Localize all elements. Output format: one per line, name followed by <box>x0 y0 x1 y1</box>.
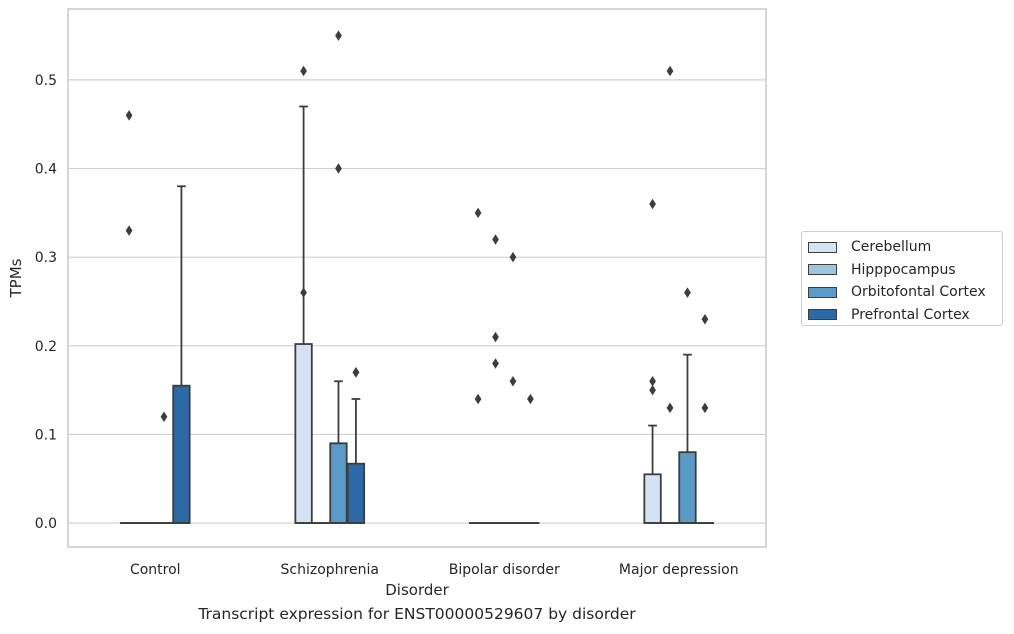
outlier-point <box>335 30 342 41</box>
x-axis-label: Disorder <box>385 581 449 599</box>
outlier-point <box>492 234 499 245</box>
legend-swatch <box>808 241 837 253</box>
outlier-point <box>509 376 517 387</box>
legend-item: Prefrontal Cortex <box>808 304 1002 327</box>
outlier-point <box>125 110 133 121</box>
legend-label: Prefrontal Cortex <box>851 306 970 323</box>
outlier-point <box>649 376 656 387</box>
outlier-point <box>701 313 709 325</box>
y-tick-label: 0.0 <box>35 516 57 532</box>
outlier-point <box>701 402 709 414</box>
outlier-point <box>492 331 499 343</box>
plot-frame <box>67 8 767 548</box>
y-tick-label: 0.5 <box>35 73 57 89</box>
outlier-point <box>649 198 656 210</box>
y-tick-label: 0.2 <box>35 339 57 355</box>
y-tick-label: 0.4 <box>35 162 57 178</box>
outlier-point <box>649 384 656 396</box>
outlier-point <box>352 367 360 378</box>
box <box>346 462 366 524</box>
outlier-point <box>527 393 534 405</box>
outlier-point <box>335 163 342 174</box>
box <box>294 343 313 524</box>
outlier-point <box>666 402 674 414</box>
outlier-point <box>474 393 482 405</box>
legend-item: Orbitofontal Cortex <box>808 281 1002 304</box>
x-tick-label: Bipolar disorder <box>449 562 560 578</box>
x-tick-label: Major depression <box>619 562 739 578</box>
chart-legend: Cerebellum Hipppocampus Orbitofontal Corte… <box>801 231 1003 326</box>
legend-swatch <box>808 286 837 298</box>
legend-item: Hipppocampus <box>808 259 1002 282</box>
y-axis-label: TPMs <box>7 258 25 298</box>
outlier-point <box>300 65 307 77</box>
y-tick-label: 0.3 <box>35 250 57 266</box>
legend-swatch <box>808 264 837 276</box>
legend-label: Cerebellum <box>851 239 932 256</box>
outlier-point <box>160 411 168 422</box>
legend-item: Cerebellum <box>808 236 1002 259</box>
y-tick-label: 0.1 <box>35 427 57 443</box>
box <box>329 442 348 524</box>
outlier-point <box>666 65 674 77</box>
box <box>172 384 191 524</box>
outlier-point <box>474 207 482 219</box>
chart-caption: Transcript expression for ENST0000052960… <box>198 605 636 623</box>
box <box>643 473 662 524</box>
outlier-point <box>125 225 133 236</box>
outlier-point <box>509 251 517 263</box>
outlier-point <box>684 287 691 298</box>
legend-swatch <box>808 309 837 321</box>
outlier-point <box>492 358 499 369</box>
outlier-point <box>300 287 307 298</box>
x-tick-label: Control <box>130 562 181 578</box>
legend-label: Orbitofontal Cortex <box>851 284 986 301</box>
x-tick-label: Schizophrenia <box>281 562 379 578</box>
legend-label: Hipppocampus <box>851 261 956 278</box>
box <box>678 451 697 524</box>
